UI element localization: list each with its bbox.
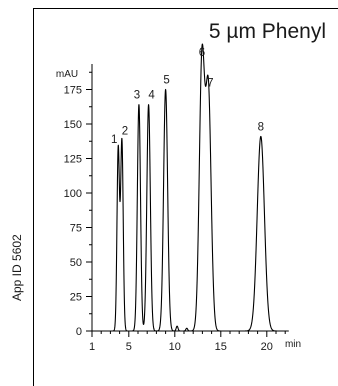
peak-label-3: 3 — [134, 90, 140, 102]
trace-group — [91, 43, 290, 332]
x-tick-label-5: 5 — [126, 341, 132, 353]
peak-label-7: 7 — [207, 77, 213, 89]
y-tick-label-25: 25 — [70, 292, 82, 304]
y-tick-label-0: 0 — [76, 326, 82, 338]
x-tick-label-15: 15 — [215, 341, 227, 353]
y-tick-label-50: 50 — [70, 257, 82, 269]
peak-label-5: 5 — [163, 75, 169, 87]
peak-label-6: 6 — [199, 47, 205, 59]
x-tick-label-1: 1 — [89, 341, 95, 353]
peak-label-2: 2 — [122, 126, 128, 138]
y-tick-label-150: 150 — [64, 119, 82, 131]
y-tick-label-125: 125 — [64, 154, 82, 166]
app-id-label: App ID 5602 — [10, 234, 24, 301]
chromatogram-trace — [91, 43, 290, 332]
y-tick-label-175: 175 — [64, 85, 82, 97]
peak-label-8: 8 — [258, 121, 264, 133]
x-tick-label-20: 20 — [261, 341, 273, 353]
y-axis-unit-label: mAU — [56, 69, 78, 80]
x-tick-group: 1 5 10 15 20 — [89, 331, 286, 353]
peak-label-group: 12 3 45 6 7 8 — [111, 47, 264, 146]
x-axis-unit-label: min — [285, 339, 301, 350]
y-tick-label-100: 100 — [64, 188, 82, 200]
peak-label-1: 1 — [111, 134, 117, 146]
x-tick-label-10: 10 — [169, 341, 181, 353]
y-tick-group: 0 25 50 75 100 125 150 175 — [64, 71, 92, 338]
peak-label-4: 4 — [148, 90, 155, 102]
chart-title: 5 µm Phenyl — [209, 20, 326, 43]
y-tick-label-75: 75 — [70, 223, 82, 235]
